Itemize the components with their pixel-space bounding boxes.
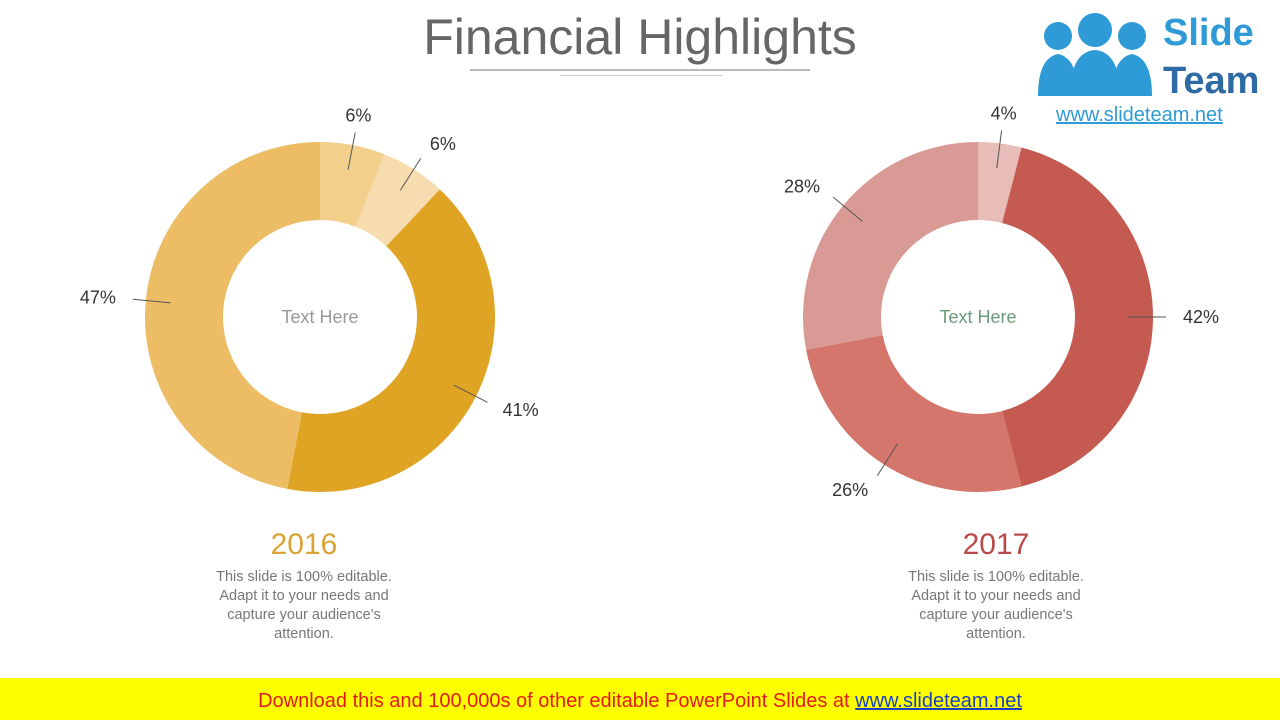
leader-line <box>832 196 863 222</box>
data-label: 42% <box>1183 307 1219 327</box>
leader-line <box>347 132 356 170</box>
chart-caption: This slide is 100% editable. Adapt it to… <box>908 569 1084 642</box>
logo-text: Team <box>1163 60 1260 102</box>
logo-text: Slide <box>1163 12 1254 54</box>
donut-slice <box>287 189 495 493</box>
donut-slice <box>978 142 1022 224</box>
charts: 6% 6% 41% 47% Text Here 4% 42% 26% 28% Text Here <box>80 104 1219 500</box>
chart-caption: This slide is 100% editable. Adapt it to… <box>216 569 392 642</box>
chart-title: 2017 <box>962 528 1030 561</box>
footer-link[interactable]: www.slideteam.net <box>855 690 1022 712</box>
data-label: 26% <box>832 480 868 500</box>
chart-title: 2016 <box>270 528 338 561</box>
title-rule <box>560 75 722 76</box>
data-label: 4% <box>991 104 1017 124</box>
donut-slice <box>806 335 1022 492</box>
data-label: 6% <box>430 134 456 154</box>
leader-line <box>399 157 422 191</box>
slide-title: Financial Highlights <box>423 9 857 65</box>
donut-slice <box>803 142 978 350</box>
data-label: 28% <box>784 176 820 196</box>
footer-banner: Download this and 100,000s of other edit… <box>0 678 1280 720</box>
title-rule <box>470 69 810 71</box>
donut-slice <box>320 142 385 227</box>
footer-text: Download this and 100,000s of other edit… <box>258 690 850 712</box>
data-label: 6% <box>345 106 371 126</box>
center-text: Text Here <box>281 307 358 327</box>
center-text: Text Here <box>939 307 1016 327</box>
leader-line <box>132 298 171 304</box>
data-label: 47% <box>80 288 116 308</box>
donut-slice <box>145 142 320 489</box>
leader-line <box>996 130 1003 169</box>
logo-link[interactable]: www.slideteam.net <box>1056 104 1223 126</box>
logo-icon <box>1038 13 1152 96</box>
data-label: 41% <box>503 400 539 420</box>
donut-slice <box>1002 147 1153 487</box>
donut-slice <box>355 154 440 247</box>
leader-line <box>876 443 899 477</box>
leader-line <box>453 384 488 403</box>
